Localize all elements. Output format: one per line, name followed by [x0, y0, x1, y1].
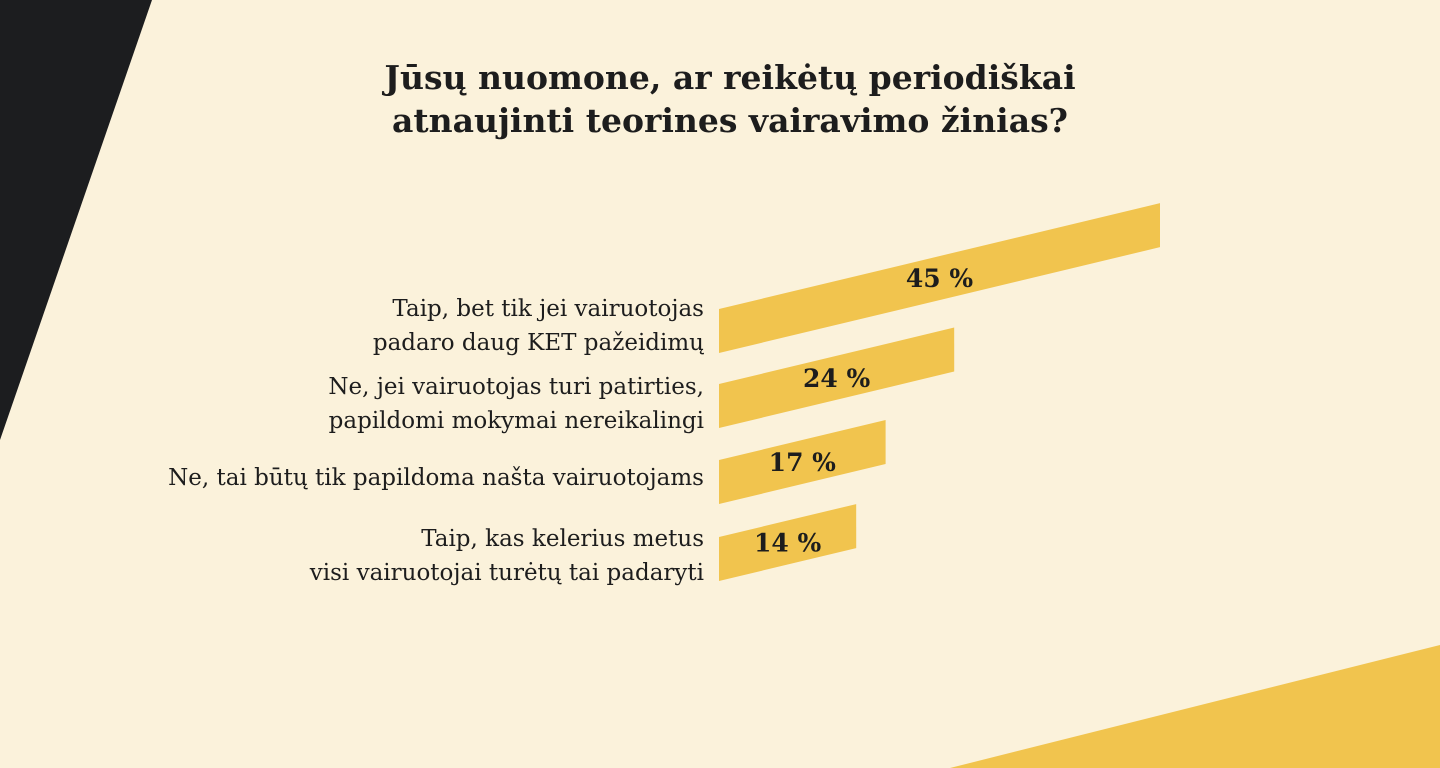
bar-4: [719, 504, 857, 581]
category-label-2-line-2: papildomi mokymai nereikalingi: [328, 408, 704, 434]
category-label-1: Taip, bet tik jei vairuotojas padaro dau…: [373, 292, 704, 360]
value-label-3: 17 %: [769, 448, 836, 477]
yellow-corner-shape: [950, 645, 1440, 768]
category-label-1-line-2: padaro daug KET pažeidimų: [372, 330, 704, 356]
value-label-1: 45 %: [906, 264, 973, 293]
category-label-4-line-2: visi vairuotojai turėtų tai padaryti: [309, 560, 704, 586]
category-label-2-line-1: Ne, jei vairuotojas turi patirties,: [328, 374, 704, 400]
value-label-2: 24 %: [803, 364, 870, 393]
category-label-1-line-1: Taip, bet tik jei vairuotojas: [392, 296, 704, 322]
category-label-4: Taip, kas kelerius metus visi vairuotoja…: [310, 522, 704, 590]
category-label-4-line-1: Taip, kas kelerius metus: [421, 526, 704, 552]
chart-title-line-1: Jūsų nuomone, ar reikėtų periodiškai: [384, 58, 1076, 97]
bar-2: [719, 327, 955, 428]
dark-corner-shape: [0, 0, 152, 440]
category-label-3: Ne, tai būtų tik papildoma našta vairuot…: [168, 461, 704, 495]
category-label-2: Ne, jei vairuotojas turi patirties, papi…: [328, 370, 704, 438]
bar-1: [719, 203, 1160, 353]
category-label-3-line-1: Ne, tai būtų tik papildoma našta vairuot…: [168, 465, 704, 491]
chart-title-line-2: atnaujinti teorines vairavimo žinias?: [391, 101, 1069, 140]
value-label-4: 14 %: [754, 529, 821, 558]
bar-3: [719, 420, 886, 504]
